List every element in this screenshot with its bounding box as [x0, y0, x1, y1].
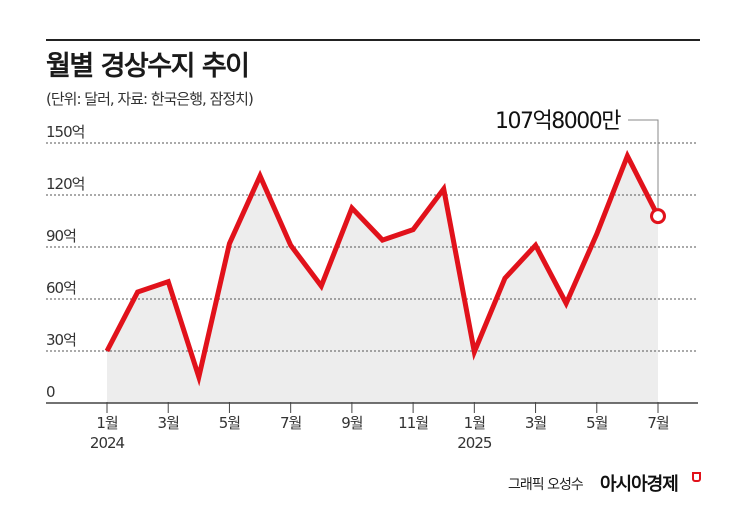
- annotation-label: 107억8000만: [495, 109, 621, 134]
- y-tick-label: 60억: [46, 279, 76, 297]
- annotation-leader: [628, 119, 659, 209]
- y-tick-label: 90억: [46, 227, 76, 245]
- x-tick-label: 7월: [647, 414, 669, 432]
- brand-mark-icon: [692, 472, 701, 482]
- x-tick-label: 1월: [96, 414, 118, 432]
- data-point-last: [650, 208, 666, 225]
- brand-logo: 아시아경제: [600, 474, 679, 495]
- y-tick-label: 0: [46, 383, 55, 401]
- x-tick-label: 11월: [398, 414, 428, 432]
- x-tick-label: 5월: [586, 414, 608, 432]
- top-rule: [46, 39, 700, 41]
- x-tick-label: 3월: [158, 414, 180, 432]
- x-year-label: 2025: [457, 434, 492, 452]
- area-fill: [107, 156, 658, 403]
- y-tick-label: 150억: [46, 123, 84, 141]
- x-tick-label: 1월: [464, 414, 486, 432]
- chart-title: 월별 경상수지 추이: [46, 51, 250, 82]
- y-tick-label: 30억: [46, 331, 76, 349]
- x-tick-label: 9월: [341, 414, 363, 432]
- y-tick-label: 120억: [46, 175, 84, 193]
- x-tick-label: 7월: [280, 414, 302, 432]
- x-tick-label: 3월: [525, 414, 547, 432]
- chart-subtitle: (단위: 달러, 자료: 한국은행, 잠정치): [46, 90, 254, 108]
- graphic-credit: 그래픽 오성수: [508, 477, 584, 493]
- x-tick-label: 5월: [219, 414, 241, 432]
- x-year-label: 2024: [90, 434, 125, 452]
